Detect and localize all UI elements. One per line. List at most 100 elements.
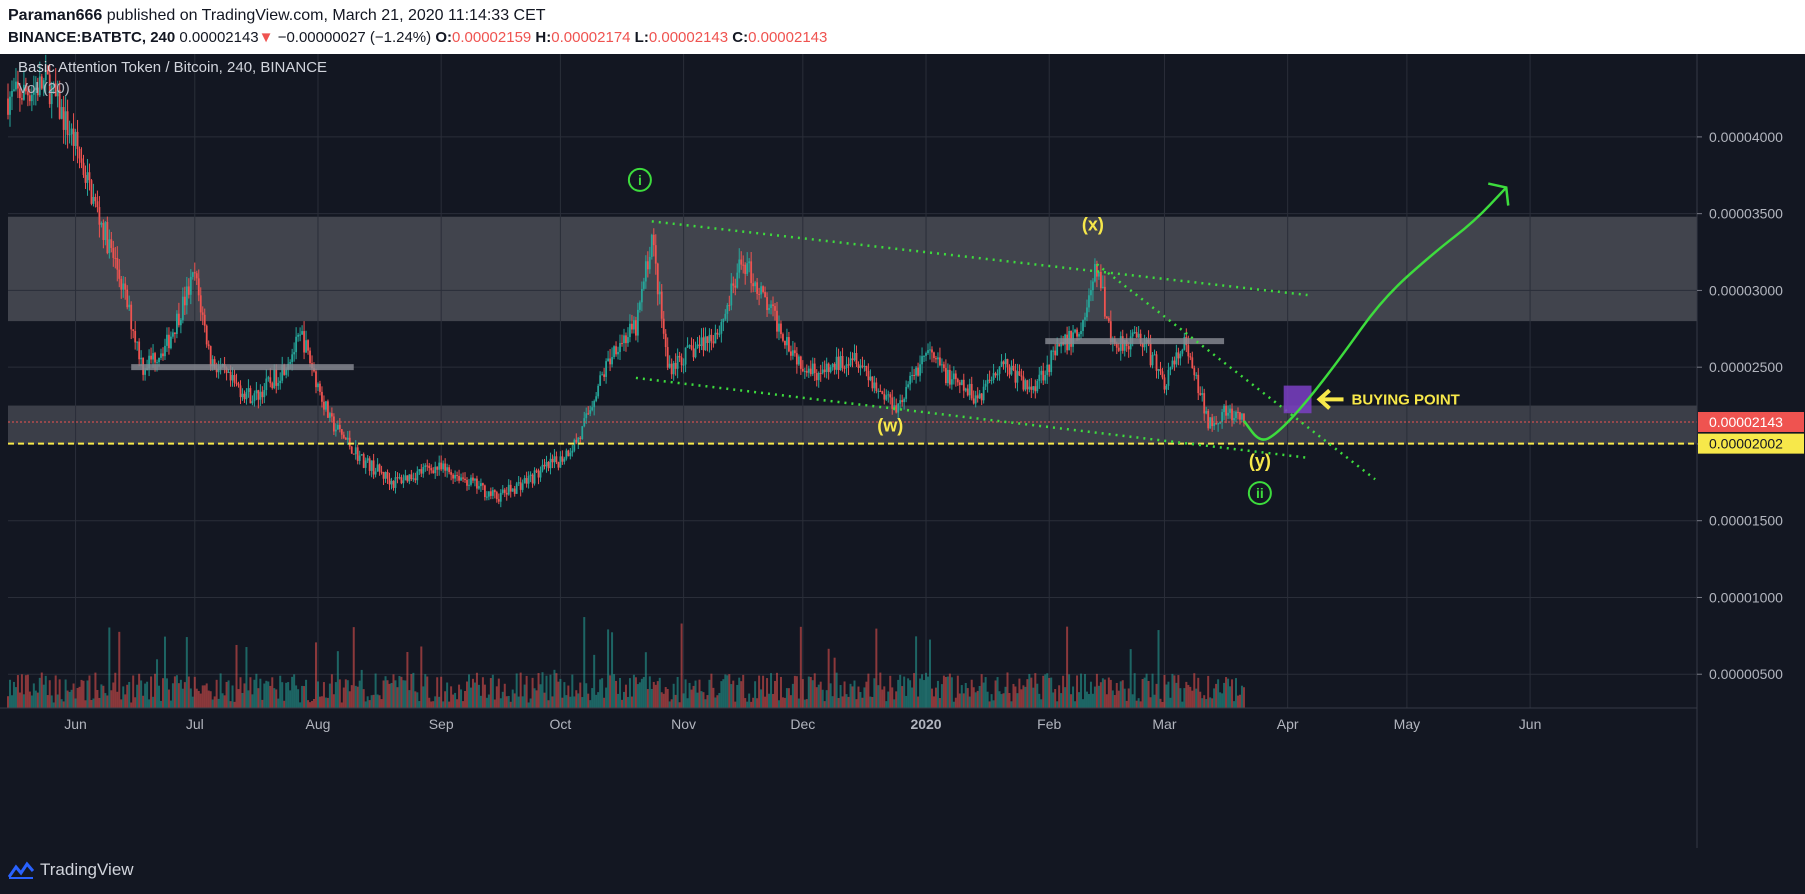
candle xyxy=(68,134,71,136)
candle xyxy=(952,373,955,380)
volume-bar xyxy=(444,691,447,708)
candle xyxy=(686,345,689,348)
candle xyxy=(696,344,699,349)
volume-bar xyxy=(791,683,794,708)
candle xyxy=(229,371,232,381)
volume-bar xyxy=(495,686,498,708)
volume-bar xyxy=(303,686,306,708)
candle xyxy=(62,107,65,130)
candle xyxy=(726,305,729,314)
author-name[interactable]: Paraman666 xyxy=(8,7,103,24)
volume-bar xyxy=(1089,681,1092,708)
volume-bar xyxy=(491,674,494,708)
volume-bar xyxy=(356,686,359,708)
volume-bar xyxy=(26,674,29,708)
footer-bar: TradingView xyxy=(0,848,1805,894)
volume-bar xyxy=(483,684,486,708)
volume-bar xyxy=(187,676,190,708)
candle xyxy=(917,367,919,376)
candle xyxy=(656,263,659,295)
candle xyxy=(338,424,341,430)
volume-bar xyxy=(130,702,133,708)
candle xyxy=(825,363,828,372)
volume-bar xyxy=(436,677,439,708)
volume-bar xyxy=(227,680,230,708)
volume-bar xyxy=(821,689,824,708)
volume-bar xyxy=(1004,686,1007,708)
volume-bar xyxy=(1141,679,1144,708)
volume-bar xyxy=(1056,701,1059,708)
candle xyxy=(293,352,296,355)
volume-bar xyxy=(269,685,272,708)
candle xyxy=(390,480,393,485)
volume-bar xyxy=(217,698,220,708)
candle xyxy=(442,463,445,470)
candle xyxy=(40,76,43,89)
volume-bar xyxy=(825,690,828,708)
candle xyxy=(1014,369,1017,383)
wave-circle xyxy=(627,167,652,192)
candle xyxy=(144,370,147,375)
volume-bar xyxy=(1058,685,1061,708)
candle xyxy=(1018,371,1021,376)
high-label: H: xyxy=(535,29,552,46)
candle xyxy=(233,374,236,383)
volume-bar xyxy=(1240,685,1243,708)
volume-bar xyxy=(378,695,381,708)
candle xyxy=(325,401,327,410)
volume-bar xyxy=(118,631,121,708)
volume-bar xyxy=(732,680,735,708)
candle xyxy=(374,471,377,475)
volume-bar xyxy=(940,684,943,708)
candle xyxy=(863,365,866,367)
volume-bar xyxy=(313,699,316,708)
candle xyxy=(56,89,59,97)
candle xyxy=(827,363,830,373)
volume-bar xyxy=(396,687,399,708)
volume-bar xyxy=(958,693,961,708)
candle xyxy=(34,87,37,90)
candle xyxy=(1207,410,1210,429)
volume-bar xyxy=(531,677,534,708)
candle xyxy=(565,450,568,459)
candle xyxy=(754,282,757,287)
volume-bar xyxy=(815,687,818,708)
volume-bar xyxy=(1227,678,1230,708)
candle xyxy=(998,366,1001,374)
volume-bar xyxy=(1233,701,1236,708)
last-price: 0.00002143 xyxy=(179,29,259,46)
candle xyxy=(535,470,538,472)
volume-bar xyxy=(1133,673,1136,708)
candle xyxy=(160,353,162,358)
chart-panel[interactable]: i (x) (w) (y) ii BUYING POINT 0.00000500 0.000… xyxy=(0,54,1805,848)
candle xyxy=(66,111,69,135)
candle xyxy=(386,471,389,479)
candle xyxy=(736,272,739,288)
volume-bar xyxy=(901,686,904,708)
tradingview-icon xyxy=(8,861,34,879)
tradingview-logo[interactable]: TradingView xyxy=(8,860,134,880)
volume-bar xyxy=(764,696,767,708)
candle xyxy=(132,329,135,331)
candle xyxy=(690,345,693,349)
down-arrow-icon: ▼ xyxy=(258,29,274,46)
time-tick-label: Apr xyxy=(1277,716,1299,732)
candle xyxy=(1030,386,1033,390)
candle xyxy=(676,355,679,369)
candle xyxy=(52,83,55,86)
candle xyxy=(156,362,158,364)
candle xyxy=(1123,340,1126,351)
wave-circle xyxy=(1247,481,1272,506)
volume-bar xyxy=(964,682,967,708)
candle xyxy=(241,393,244,398)
volume-bar xyxy=(938,698,941,708)
candle xyxy=(1099,271,1102,289)
volume-bar xyxy=(746,701,749,708)
price-chart[interactable]: i (x) (w) (y) ii BUYING POINT 0.00000500 0.000… xyxy=(0,54,1805,848)
volume-bar xyxy=(60,699,63,708)
candle xyxy=(90,180,93,204)
candle xyxy=(533,470,536,484)
volume-bar xyxy=(30,695,33,708)
candle xyxy=(482,483,484,486)
candle xyxy=(887,394,890,396)
